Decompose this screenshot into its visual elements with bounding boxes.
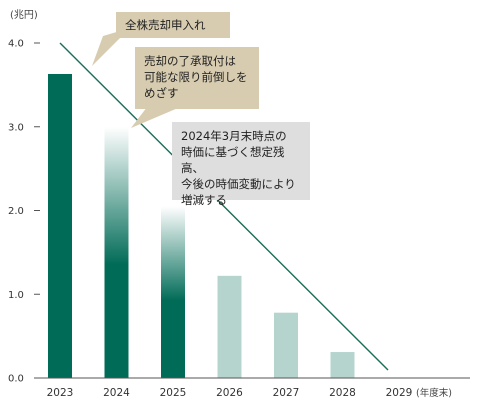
x-tick-label-2025: 2025 [160,387,187,399]
bar-2024 [104,126,129,378]
y-tick-label-3: 1.0 [8,290,24,301]
callout-full-sale: 全株売却申入れ [116,12,230,38]
y-tick-label-1: 3.0 [8,122,24,133]
x-unit-label: (年度末) [416,387,452,399]
y-tick-label-4: 0.0 [8,374,24,385]
callout-early-approval: 売却の了承取付は 可能な限り前倒しを めざす [135,47,259,109]
x-tick-label-2026: 2026 [216,387,243,399]
x-tick-label-2028: 2028 [329,387,356,399]
y-axis: 4.0 3.0 2.0 1.0 0.0 [8,39,40,385]
callout-estimated-balance: 2024年3月末時点の 時価に基づく想定残高、 今後の時価変動により 増減する [172,122,310,207]
x-axis: 2023 2024 2025 2026 2027 2028 2029 [47,387,413,399]
y-tick-label-2: 2.0 [8,206,24,217]
x-tick-label-2027: 2027 [273,387,300,399]
y-unit-label: (兆円) [10,9,38,21]
bars [48,73,355,379]
x-tick-label-2024: 2024 [103,387,130,399]
x-tick-label-2029: 2029 [386,387,413,399]
bar-2025 [161,206,185,378]
x-tick-label-2023: 2023 [47,387,74,399]
bar-2027 [274,312,298,378]
bar-2023 [48,73,72,379]
bar-2026 [217,275,242,378]
y-tick-label-0: 4.0 [8,39,24,50]
bar-2028 [330,352,355,378]
trend-line [59,42,389,371]
